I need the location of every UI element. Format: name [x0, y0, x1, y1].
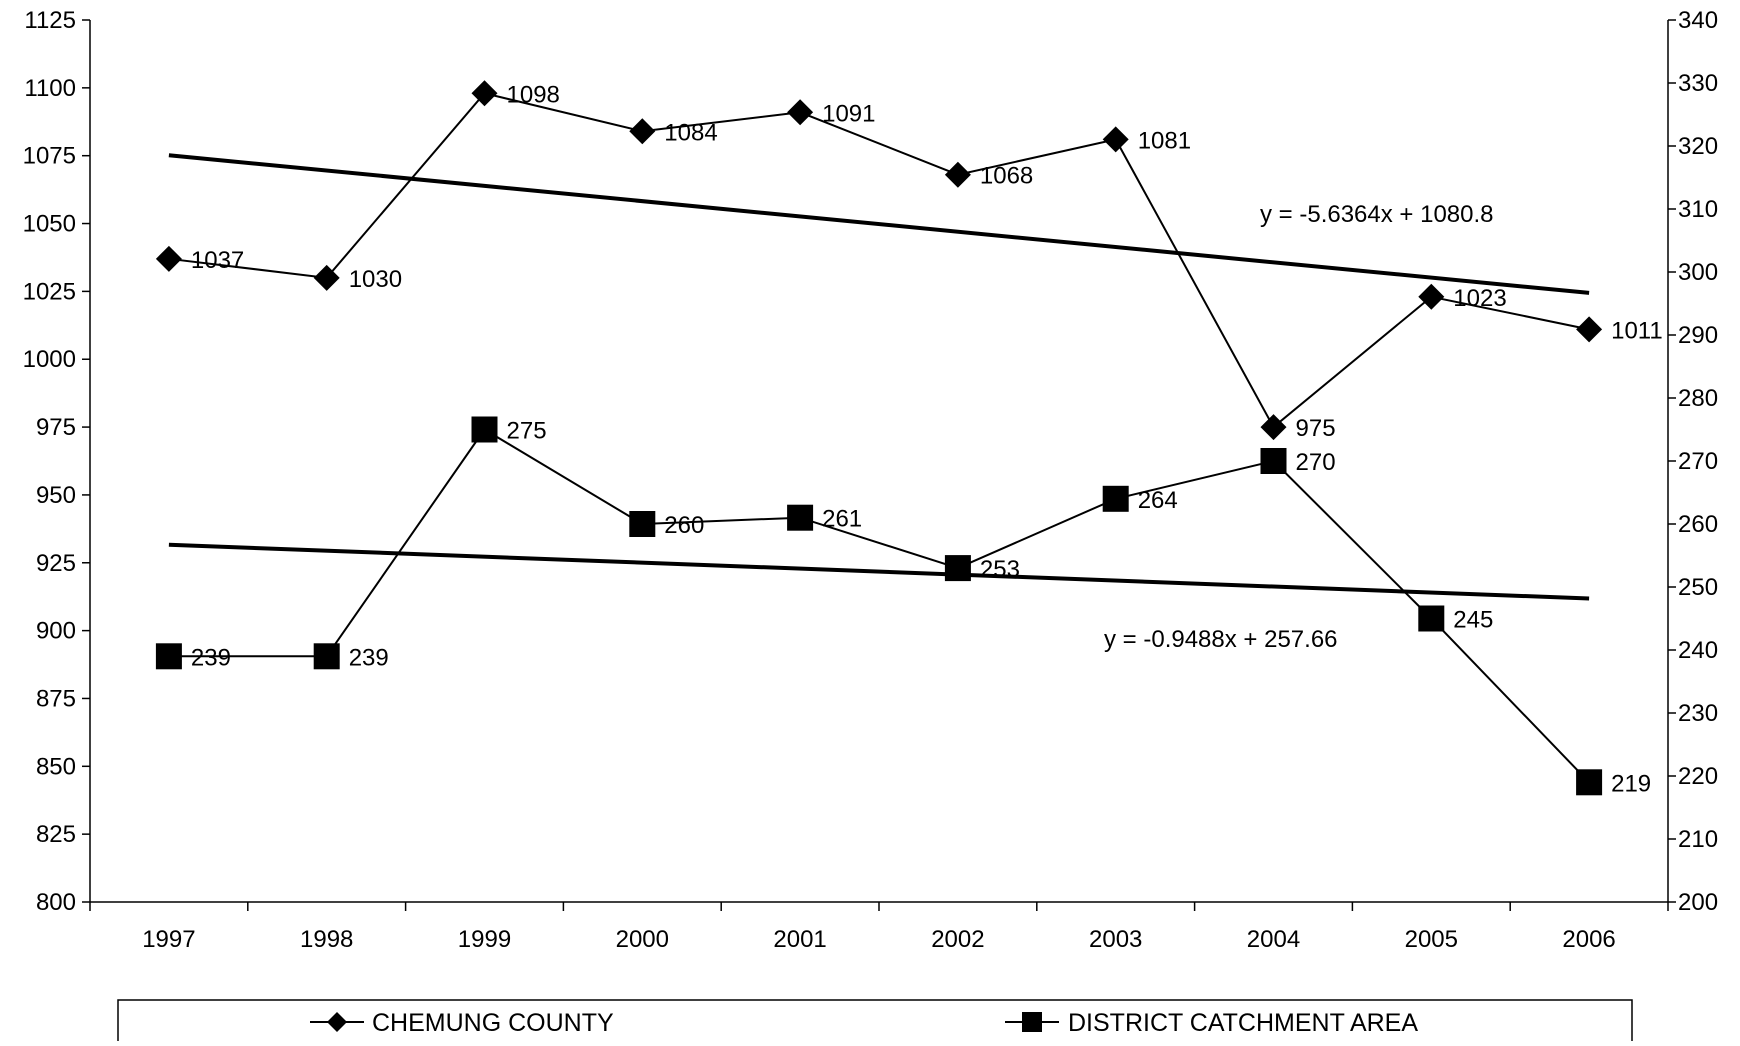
series-0-point [155, 245, 182, 272]
series-1-point [1102, 485, 1129, 512]
y-left-tick-label: 1075 [23, 143, 76, 170]
series-line-0 [168, 92, 1590, 429]
y-right-tick-label: 250 [1678, 574, 1718, 601]
y-left-tick-label: 1025 [23, 278, 76, 305]
series-0-point [313, 264, 340, 291]
legend-label: CHEMUNG COUNTY [372, 1009, 614, 1037]
series-1-point [471, 416, 498, 443]
legend-box [117, 999, 1633, 1046]
series-1-point [1260, 448, 1287, 474]
data-label: 1011 [1611, 317, 1663, 344]
y-right-tick-label: 200 [1678, 889, 1718, 916]
y-left-tick-label: 825 [36, 821, 76, 848]
series-1-point [313, 643, 340, 670]
data-label: 253 [980, 556, 1020, 583]
y-left-tick-label: 1125 [24, 7, 76, 34]
y-right-tick-label: 220 [1678, 763, 1718, 790]
y-left-tick-label: 900 [36, 618, 76, 645]
trendline-0 [168, 153, 1590, 295]
data-label: 245 [1453, 607, 1493, 634]
x-tick-label: 2001 [773, 926, 826, 953]
legend-marker-diamond [327, 1012, 347, 1032]
data-label: 264 [1138, 487, 1178, 514]
x-tick-label: 2003 [1089, 926, 1142, 953]
data-label: 1098 [507, 81, 560, 108]
data-label: 975 [1296, 415, 1336, 442]
data-label: 275 [507, 418, 547, 445]
x-tick-label: 2000 [616, 926, 669, 953]
series-0-point [787, 99, 814, 126]
series-0-point [944, 161, 971, 188]
data-label: 1091 [822, 100, 875, 127]
series-0-point [471, 80, 498, 107]
data-label: 261 [822, 506, 862, 533]
x-tick-label: 1998 [300, 926, 353, 953]
data-label: 1084 [664, 119, 717, 146]
y-right-tick-label: 210 [1678, 826, 1718, 853]
y-left-tick-label: 1050 [23, 211, 76, 238]
series-line-1 [168, 428, 1590, 783]
trendline-equation: y = -5.6364x + 1080.8 [1260, 201, 1494, 228]
data-label: 1068 [980, 163, 1033, 190]
data-label: 1023 [1453, 285, 1506, 312]
y-left-tick-label: 1100 [24, 75, 76, 102]
legend-label: DISTRICT CATCHMENT AREA [1068, 1009, 1418, 1037]
y-right-tick-label: 310 [1678, 196, 1718, 223]
data-label: 270 [1296, 449, 1336, 476]
x-tick-label: 2002 [931, 926, 984, 953]
y-right-tick-label: 320 [1678, 133, 1718, 160]
y-left-tick-label: 875 [36, 685, 76, 712]
data-label: 1081 [1138, 127, 1191, 154]
series-0-point [1418, 283, 1445, 310]
series-1-point [629, 511, 656, 537]
x-tick-label: 2006 [1562, 926, 1615, 953]
y-right-tick-label: 330 [1678, 70, 1718, 97]
data-label: 1037 [191, 247, 244, 274]
series-0-point [1102, 126, 1129, 153]
y-right-tick-label: 340 [1678, 7, 1718, 34]
data-label: 239 [191, 644, 231, 671]
y-left-tick-label: 950 [36, 482, 76, 509]
series-1-point [787, 504, 814, 531]
legend-marker-square [1022, 1012, 1042, 1032]
y-left-tick-label: 850 [36, 753, 76, 780]
y-right-tick-label: 270 [1678, 448, 1718, 475]
series-1-point [155, 643, 182, 670]
y-left-tick-label: 1000 [23, 346, 76, 373]
y-left-tick-label: 925 [36, 550, 76, 577]
trendline-1 [168, 542, 1590, 601]
x-tick-label: 1997 [142, 926, 195, 953]
data-label: 239 [349, 644, 389, 671]
y-right-tick-label: 280 [1678, 385, 1718, 412]
y-left-tick-label: 800 [36, 889, 76, 916]
y-right-tick-label: 240 [1678, 637, 1718, 664]
x-tick-label: 2005 [1405, 926, 1458, 953]
data-label: 219 [1611, 770, 1651, 797]
y-right-tick-label: 300 [1678, 259, 1718, 286]
y-right-tick-label: 260 [1678, 511, 1718, 538]
y-right-tick-label: 230 [1678, 700, 1718, 727]
y-left-tick-label: 975 [36, 414, 76, 441]
data-label: 1030 [349, 266, 402, 293]
x-tick-label: 1999 [458, 926, 511, 953]
x-tick-label: 2004 [1247, 926, 1300, 953]
series-0-point [1576, 316, 1603, 343]
y-right-tick-label: 290 [1678, 322, 1718, 349]
series-1-point [1418, 605, 1445, 632]
data-label: 260 [664, 512, 704, 539]
series-1-point [944, 555, 971, 582]
series-0-point [1260, 414, 1287, 441]
series-1-point [1576, 769, 1603, 796]
series-0-point [629, 118, 656, 145]
trendline-equation: y = -0.9488x + 257.66 [1104, 626, 1338, 653]
